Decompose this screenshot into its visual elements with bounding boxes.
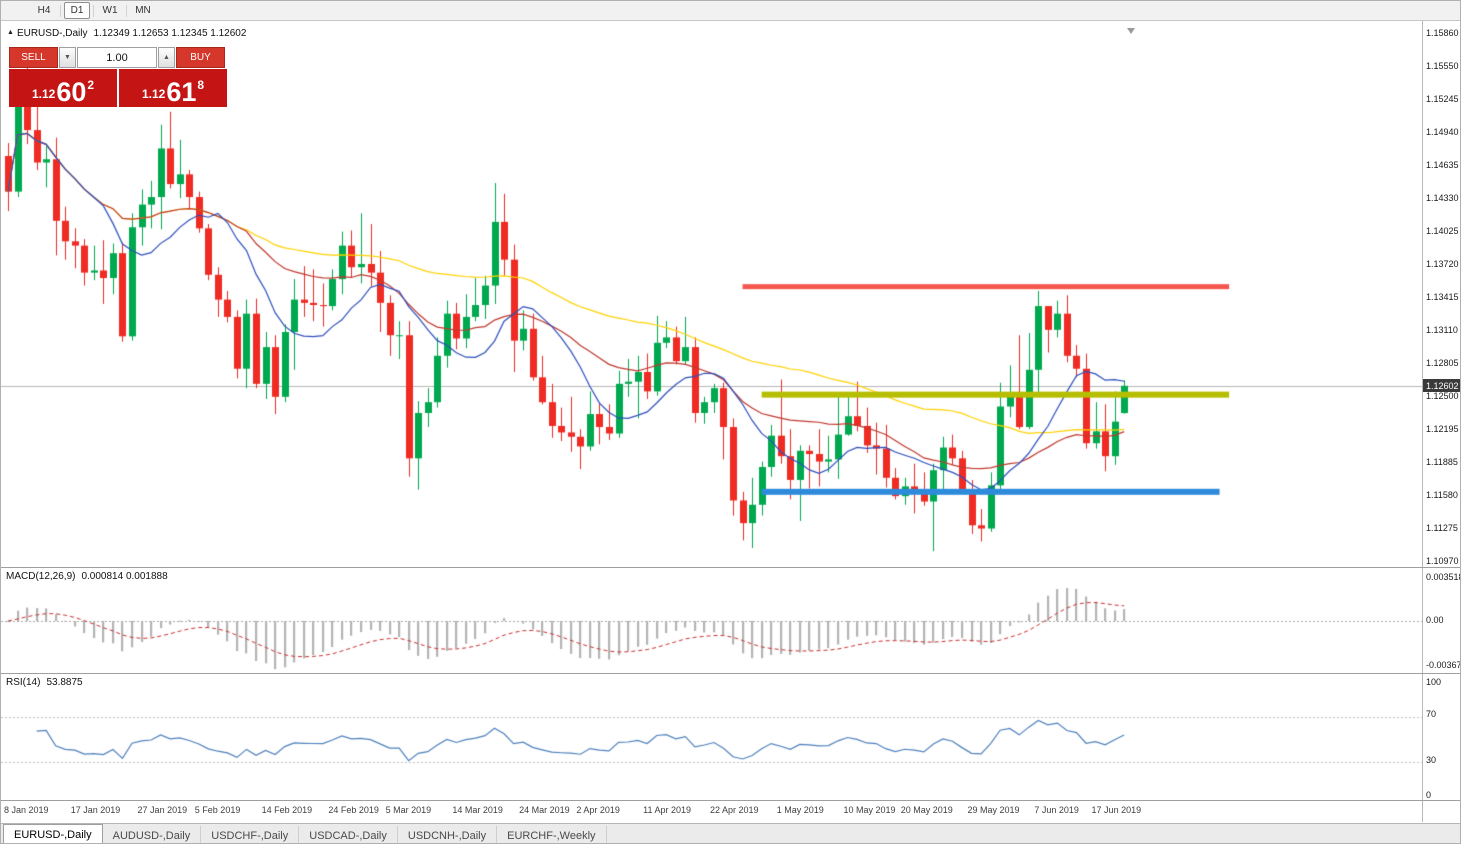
date-axis-label: 8 Jan 2019: [4, 805, 49, 815]
macd-label: MACD(12,26,9) 0.000814 0.001888: [6, 571, 168, 582]
date-axis-label: 29 May 2019: [967, 805, 1020, 815]
price-axis-label: 1.13415: [1426, 292, 1459, 302]
price-axis-label: 1.14330: [1426, 193, 1459, 203]
timeframe-button-w1[interactable]: W1: [102, 5, 118, 16]
buy-price-pipette: 8: [197, 78, 205, 92]
price-axis-label: 1.14940: [1426, 127, 1459, 137]
chart-tab-eurchf-weekly[interactable]: EURCHF-,Weekly: [497, 826, 607, 843]
chart-tab-usdcnh-daily[interactable]: USDCNH-,Daily: [398, 826, 498, 843]
chart-shift-marker-icon[interactable]: [1127, 28, 1135, 34]
sell-price-display[interactable]: 1.12 60 2: [9, 69, 117, 107]
chart-tab-audusd-daily[interactable]: AUDUSD-,Daily: [103, 826, 202, 843]
macd-indicator-canvas[interactable]: [1, 568, 1422, 673]
panel-separator: [1, 800, 1460, 801]
rsi-value: 53.8875: [46, 677, 83, 688]
price-axis-label: 1.15550: [1426, 61, 1459, 71]
price-axis-label: 1.13720: [1426, 259, 1459, 269]
chart-tab-bar: EURUSD-,Daily AUDUSD-,Daily USDCHF-,Daily U…: [1, 823, 1460, 843]
chart-tab-usdcad-daily[interactable]: USDCAD-,Daily: [299, 826, 398, 843]
price-axis-label: 1.12195: [1426, 424, 1459, 434]
price-axis[interactable]: 1.12602 1.15860 1.15550 1.15245 1.14940 1.14…: [1422, 21, 1461, 822]
sell-button[interactable]: SELL: [9, 47, 58, 68]
buy-price-display[interactable]: 1.12 61 8: [119, 69, 227, 107]
price-chart-canvas[interactable]: [1, 21, 1422, 567]
panel-separator[interactable]: [1, 673, 1460, 674]
rsi-axis-label: 70: [1426, 709, 1437, 719]
chart-title: ▲ EURUSD-,Daily 1.12349 1.12653 1.12345 1.…: [7, 28, 246, 39]
volume-increase-button[interactable]: ▲: [158, 47, 175, 68]
date-axis-label: 2 Apr 2019: [576, 805, 620, 815]
panel-separator[interactable]: [1, 567, 1460, 568]
sell-price-prefix: 1.12: [31, 87, 56, 101]
macd-values: 0.000814 0.001888: [81, 571, 168, 582]
date-axis-label: 24 Feb 2019: [328, 805, 379, 815]
date-axis-label: 24 Mar 2019: [519, 805, 570, 815]
price-axis-label: 1.14635: [1426, 160, 1459, 170]
toolbar-separator: [93, 4, 94, 17]
chart-ohlc-values: 1.12349 1.12653 1.12345 1.12602: [93, 28, 247, 39]
date-axis-label: 22 Apr 2019: [709, 805, 759, 815]
sell-price-big-digits: 60: [56, 77, 87, 107]
rsi-axis-label: 30: [1426, 755, 1437, 765]
price-axis-label: 1.11580: [1426, 490, 1458, 500]
buy-button[interactable]: BUY: [176, 47, 225, 68]
timeframe-button-mn[interactable]: MN: [135, 5, 151, 16]
chart-symbol-label: EURUSD-,Daily: [16, 28, 88, 39]
one-click-trading-widget: SELL ▼ ▲ BUY 1.12 60 2 1.12 61 8: [9, 47, 227, 107]
timeframe-button-d1[interactable]: D1: [64, 2, 90, 19]
toolbar-separator: [126, 4, 127, 17]
date-axis-label: 27 Jan 2019: [137, 805, 188, 815]
date-axis-label: 11 Apr 2019: [643, 805, 692, 815]
date-axis-label: 5 Mar 2019: [385, 805, 432, 815]
date-axis-label: 14 Mar 2019: [452, 805, 503, 815]
macd-axis-label: 0.003518: [1426, 572, 1461, 582]
rsi-axis-label: 0: [1426, 790, 1432, 800]
chart-tab-eurusd-daily[interactable]: EURUSD-,Daily: [3, 824, 103, 843]
date-axis-label: 17 Jun 2019: [1091, 805, 1142, 815]
price-axis-label: 1.13110: [1426, 325, 1458, 335]
buy-price-big-digits: 61: [166, 77, 197, 107]
price-axis-label: 1.10970: [1426, 556, 1459, 566]
macd-axis-label: 0.00: [1426, 615, 1444, 625]
chart-collapse-icon[interactable]: ▲: [7, 29, 14, 36]
date-axis-label: 10 May 2019: [843, 805, 896, 815]
date-axis-label: 14 Feb 2019: [261, 805, 313, 815]
timeframe-button-h4[interactable]: H4: [37, 5, 51, 16]
price-axis-label: 1.14025: [1426, 226, 1459, 236]
rsi-label: RSI(14) 53.8875: [6, 677, 83, 688]
price-axis-label: 1.11885: [1426, 457, 1458, 467]
rsi-axis-label: 100: [1426, 677, 1442, 687]
chart-tab-usdchf-daily[interactable]: USDCHF-,Daily: [201, 826, 300, 843]
rsi-name: RSI(14): [6, 677, 41, 688]
date-axis[interactable]: 8 Jan 2019 17 Jan 2019 27 Jan 2019 5 Feb 20…: [1, 801, 1422, 822]
rsi-indicator-canvas[interactable]: [1, 674, 1422, 800]
price-axis-label: 1.11275: [1426, 523, 1458, 533]
toolbar-separator: [60, 4, 61, 17]
date-axis-label: 1 May 2019: [776, 805, 824, 815]
timeframe-toolbar: H4 D1 W1 MN: [1, 1, 1460, 21]
date-axis-label: 7 Jun 2019: [1034, 805, 1079, 815]
price-axis-label: 1.15245: [1426, 94, 1459, 104]
date-axis-label: 5 Feb 2019: [194, 805, 241, 815]
volume-decrease-button[interactable]: ▼: [59, 47, 76, 68]
price-axis-label: 1.15860: [1426, 28, 1459, 38]
sell-price-pipette: 2: [87, 78, 95, 92]
volume-input[interactable]: [77, 47, 157, 68]
macd-name: MACD(12,26,9): [6, 571, 76, 582]
date-axis-label: 20 May 2019: [900, 805, 953, 815]
price-axis-label: 1.12500: [1426, 391, 1459, 401]
date-axis-label: 17 Jan 2019: [70, 805, 121, 815]
price-axis-label: 1.12805: [1426, 358, 1459, 368]
macd-axis-label: -0.00367: [1426, 660, 1461, 670]
buy-price-prefix: 1.12: [141, 87, 166, 101]
current-price-badge: 1.12602: [1423, 379, 1460, 392]
